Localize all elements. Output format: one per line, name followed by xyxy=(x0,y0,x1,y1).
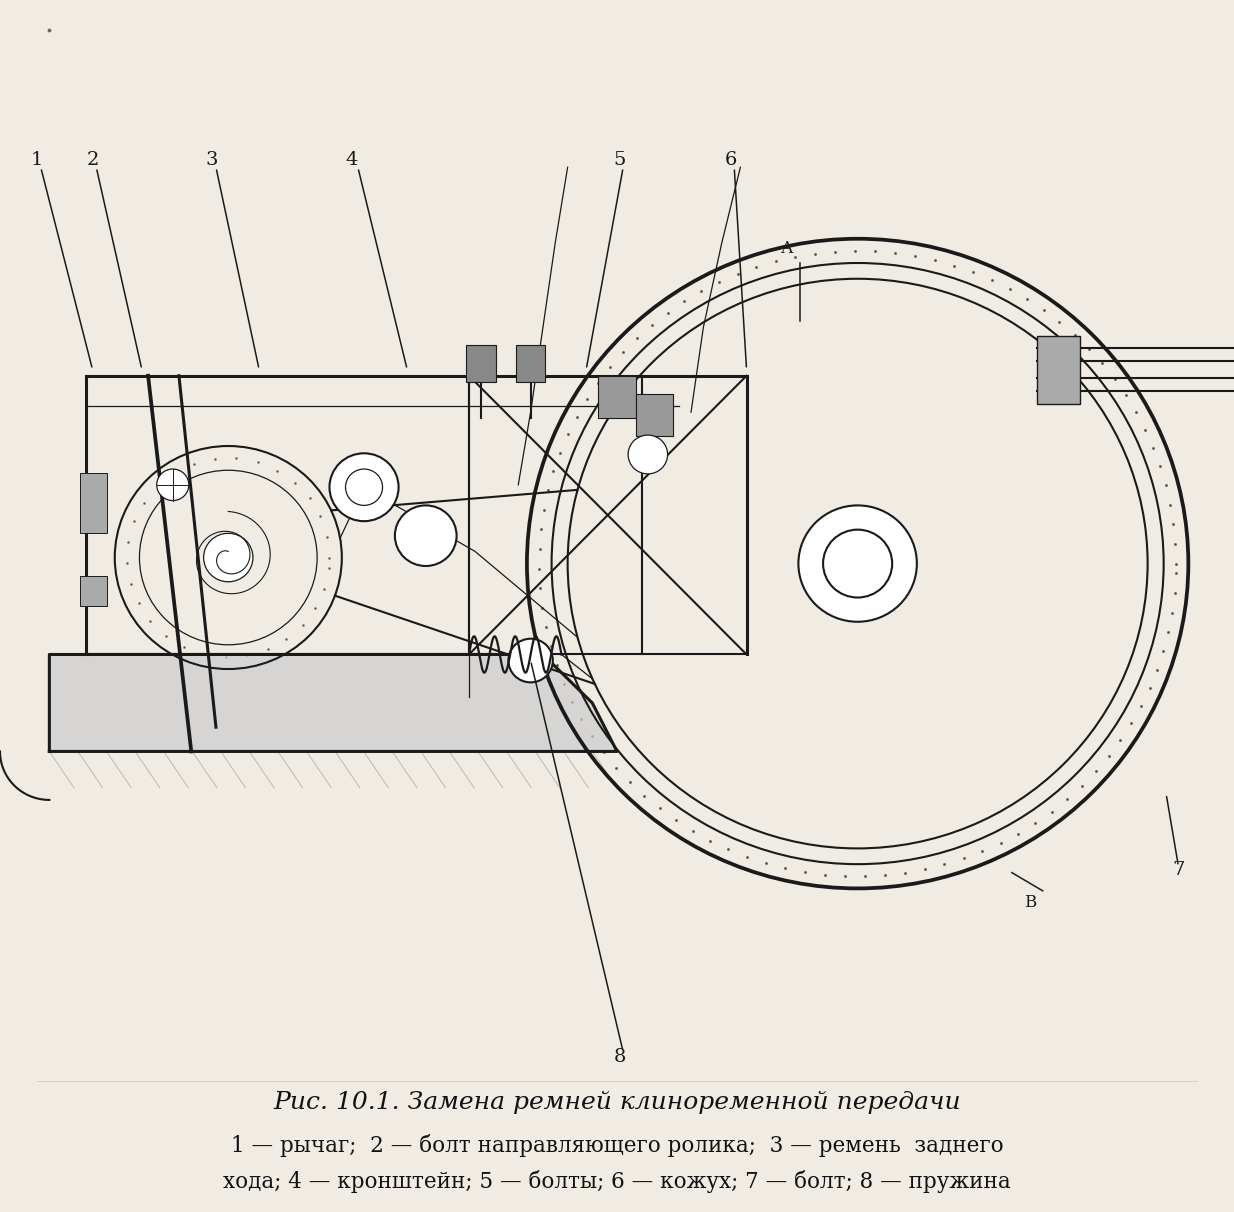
Text: В: В xyxy=(1024,894,1037,911)
FancyBboxPatch shape xyxy=(80,473,107,533)
FancyBboxPatch shape xyxy=(1037,336,1080,404)
FancyBboxPatch shape xyxy=(598,376,636,418)
Text: 8: 8 xyxy=(613,1048,626,1065)
Text: хода; 4 — кронштейн; 5 — болты; 6 — кожух; 7 — болт; 8 — пружина: хода; 4 — кронштейн; 5 — болты; 6 — кожу… xyxy=(223,1171,1011,1193)
Circle shape xyxy=(628,435,668,474)
Circle shape xyxy=(329,453,399,521)
Text: 5: 5 xyxy=(613,152,626,168)
Circle shape xyxy=(508,639,553,682)
FancyBboxPatch shape xyxy=(516,345,545,382)
Text: 1 — рычаг;  2 — болт направляющего ролика;  3 — ремень  заднего: 1 — рычаг; 2 — болт направляющего ролика… xyxy=(231,1134,1003,1156)
Text: 3: 3 xyxy=(206,152,218,168)
Circle shape xyxy=(157,469,189,501)
Circle shape xyxy=(823,530,892,598)
FancyBboxPatch shape xyxy=(466,345,496,382)
Text: 2: 2 xyxy=(86,152,99,168)
Text: А: А xyxy=(781,240,793,257)
Text: 6: 6 xyxy=(724,152,737,168)
Text: 4: 4 xyxy=(346,152,358,168)
Text: 7: 7 xyxy=(1172,862,1185,879)
Circle shape xyxy=(395,505,457,566)
FancyBboxPatch shape xyxy=(636,394,673,436)
Circle shape xyxy=(798,505,917,622)
FancyBboxPatch shape xyxy=(80,576,107,606)
Text: 1: 1 xyxy=(31,152,43,168)
Text: Рис. 10.1. Замена ремней клиноременной передачи: Рис. 10.1. Замена ремней клиноременной п… xyxy=(273,1092,961,1114)
Polygon shape xyxy=(49,654,617,751)
Circle shape xyxy=(204,533,253,582)
